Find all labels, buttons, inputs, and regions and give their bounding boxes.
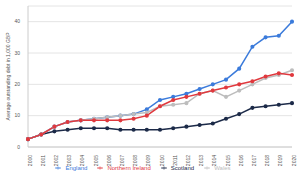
svg-text:2011: 2011 [172,155,178,166]
svg-text:2006: 2006 [106,155,112,166]
svg-text:2016: 2016 [238,155,244,166]
svg-text:0: 0 [17,144,20,150]
svg-text:2019: 2019 [277,155,283,166]
svg-text:2020: 2020 [291,155,292,166]
svg-text:2010: 2010 [159,155,165,166]
svg-text:2017: 2017 [251,155,257,166]
svg-text:2001: 2001 [40,155,46,166]
svg-text:2012: 2012 [185,155,191,166]
svg-text:20: 20 [14,81,20,87]
svg-text:2008: 2008 [132,155,138,166]
svg-text:2005: 2005 [93,155,99,166]
svg-text:2009: 2009 [145,155,151,166]
svg-text:2000: 2000 [27,155,33,166]
svg-text:30: 30 [14,50,20,56]
svg-text:40: 40 [14,18,20,24]
html-text:Scotland: Scotland [170,165,195,171]
svg-text:2004: 2004 [79,155,85,166]
html-text:Northern Ireland: Northern Ireland [107,165,151,171]
svg-text:2007: 2007 [119,155,125,166]
svg-text:2015: 2015 [225,155,231,166]
svg-text:10: 10 [14,112,20,118]
svg-text:Average outstanding debt in 1,: Average outstanding debt in 1,000 GBP [8,32,11,121]
svg-text:2013: 2013 [198,155,204,166]
svg-text:2018: 2018 [264,155,270,166]
svg-text:2003: 2003 [66,155,72,166]
svg-text:2002: 2002 [53,155,59,166]
svg-text:2014: 2014 [211,155,217,166]
html-text:England: England [65,165,88,171]
html-text:Wales: Wales [214,165,231,171]
